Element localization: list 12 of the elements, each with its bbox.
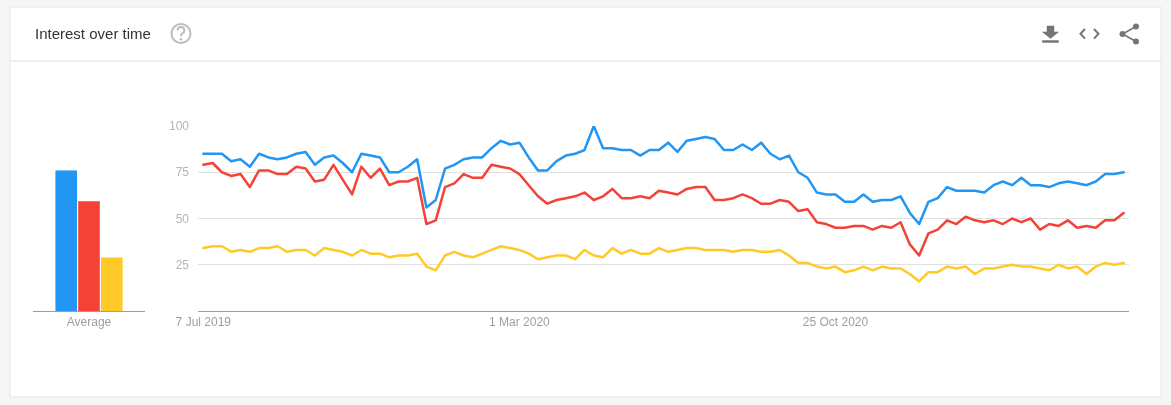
x-tick-label: 1 Mar 2020 [489, 315, 551, 330]
y-tick-label: 50 [175, 211, 190, 226]
y-tick-label: 75 [175, 165, 190, 180]
y-tick-label: 100 [168, 119, 190, 134]
line-series [202, 245, 1125, 283]
x-tick-label: 25 Oct 2020 [802, 315, 869, 330]
chart-title: Interest over time [35, 25, 151, 42]
x-tick-label: 7 Jul 2019 [175, 315, 232, 330]
x-tick-label: Average [66, 315, 112, 330]
line-series [202, 161, 1125, 257]
line-series [202, 126, 1125, 226]
y-tick-label: 25 [175, 257, 190, 272]
